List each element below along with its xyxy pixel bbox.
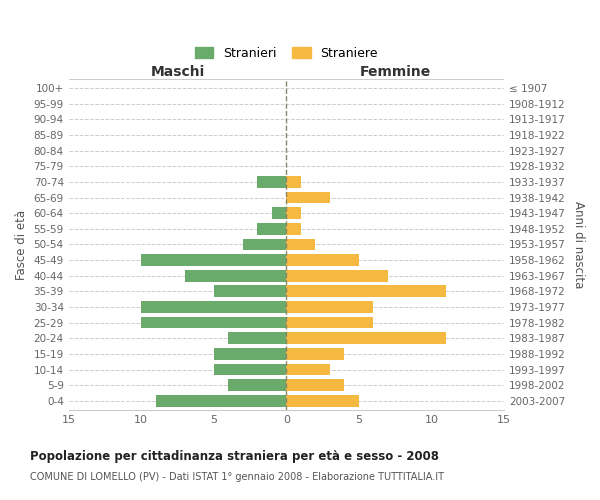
Y-axis label: Fasce di età: Fasce di età [15,210,28,280]
Bar [286,348,344,360]
Bar [185,270,286,281]
Text: Popolazione per cittadinanza straniera per età e sesso - 2008: Popolazione per cittadinanza straniera p… [30,450,439,463]
Bar [257,176,286,188]
Bar [286,270,388,281]
Bar [286,238,316,250]
Bar [141,317,286,328]
Bar [286,301,373,313]
Bar [228,380,286,391]
Bar [141,254,286,266]
Bar [286,332,446,344]
Bar [243,238,286,250]
Bar [228,332,286,344]
Bar [286,380,344,391]
Bar [286,364,330,376]
Bar [214,348,286,360]
Bar [286,208,301,219]
Text: Maschi: Maschi [151,65,205,79]
Bar [257,223,286,234]
Bar [214,286,286,297]
Bar [272,208,286,219]
Bar [141,301,286,313]
Bar [286,286,446,297]
Legend: Stranieri, Straniere: Stranieri, Straniere [190,42,383,65]
Bar [286,395,359,406]
Bar [286,176,301,188]
Bar [156,395,286,406]
Bar [286,317,373,328]
Bar [286,223,301,234]
Text: COMUNE DI LOMELLO (PV) - Dati ISTAT 1° gennaio 2008 - Elaborazione TUTTITALIA.IT: COMUNE DI LOMELLO (PV) - Dati ISTAT 1° g… [30,472,444,482]
Bar [286,192,330,203]
Bar [214,364,286,376]
Text: Femmine: Femmine [359,65,431,79]
Y-axis label: Anni di nascita: Anni di nascita [572,201,585,288]
Bar [286,254,359,266]
